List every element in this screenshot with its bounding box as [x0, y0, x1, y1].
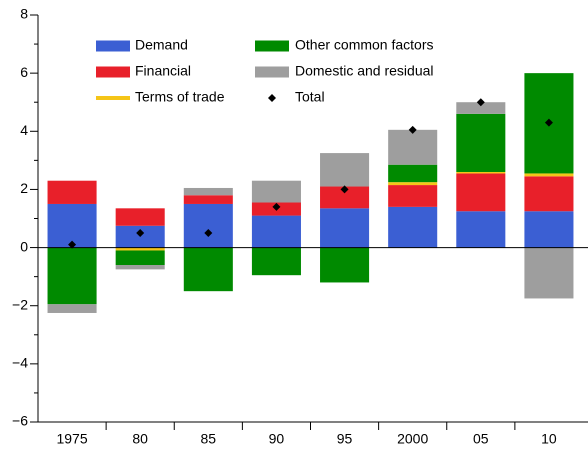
x-tick-label: 90	[269, 431, 285, 447]
bar-segment	[183, 195, 233, 204]
total-marker	[544, 118, 553, 127]
bar-segment	[524, 173, 574, 177]
total-marker	[476, 98, 485, 107]
bar-segment	[251, 215, 301, 248]
y-tick-label: −6	[12, 413, 28, 429]
bar-segment	[183, 203, 233, 248]
bar-segment	[524, 211, 574, 248]
y-tick-label: −2	[12, 296, 28, 312]
bar-segment	[320, 153, 370, 187]
bar-segment	[47, 247, 97, 305]
bar-segment	[115, 265, 165, 270]
total-marker	[272, 202, 281, 211]
bar-segment	[115, 250, 165, 266]
bar-segment	[388, 182, 438, 186]
legend-label: Other common factors	[295, 37, 434, 53]
total-marker	[136, 229, 145, 238]
bar-segment	[456, 211, 506, 248]
legend-label: Demand	[135, 37, 188, 53]
total-marker	[204, 229, 213, 238]
bar-segment	[251, 247, 301, 276]
bar-segment	[115, 247, 165, 251]
bar-segment	[456, 102, 506, 114]
bar-segment	[47, 203, 97, 248]
bar-segment	[320, 247, 370, 283]
y-tick-label: 6	[20, 64, 28, 80]
bar-segment	[320, 208, 370, 248]
legend-swatch	[96, 40, 130, 52]
legend-label: Domestic and residual	[295, 63, 434, 79]
legend-marker	[268, 94, 276, 102]
bar-segment	[183, 247, 233, 292]
legend-swatch	[96, 96, 130, 100]
x-tick-label: 80	[132, 431, 148, 447]
y-tick-label: 4	[20, 122, 28, 138]
y-tick-label: 2	[20, 180, 28, 196]
y-tick-label: 0	[20, 238, 28, 254]
x-tick-label: 2000	[397, 431, 428, 447]
bar-segment	[320, 186, 370, 209]
x-tick-label: 85	[201, 431, 217, 447]
legend-swatch	[255, 40, 289, 52]
y-tick-label: 8	[20, 6, 28, 22]
bar-segment	[388, 185, 438, 207]
total-marker	[408, 125, 417, 134]
legend-swatch	[96, 66, 130, 78]
x-tick-label: 10	[541, 431, 557, 447]
y-tick-label: −4	[12, 355, 28, 371]
total-marker	[68, 240, 77, 249]
x-tick-label: 95	[337, 431, 353, 447]
x-tick-label: 1975	[56, 431, 87, 447]
legend-label: Financial	[135, 63, 191, 79]
bar-segment	[456, 173, 506, 212]
bar-segment	[388, 164, 438, 183]
legend-swatch	[255, 66, 289, 78]
x-tick-label: 05	[473, 431, 489, 447]
bar-segment	[388, 206, 438, 248]
bar-segment	[47, 180, 97, 204]
bar-segment	[524, 247, 574, 299]
bar-segment	[388, 129, 438, 165]
bar-segment	[115, 208, 165, 226]
legend-label: Total	[295, 89, 325, 105]
bar-segment	[251, 180, 301, 203]
bar-segment	[183, 187, 233, 196]
bar-segment	[456, 113, 506, 172]
bar-segment	[524, 176, 574, 212]
bar-segment	[456, 171, 506, 174]
bar-segment	[47, 304, 97, 313]
total-marker	[340, 185, 349, 194]
legend-label: Terms of trade	[135, 89, 225, 105]
